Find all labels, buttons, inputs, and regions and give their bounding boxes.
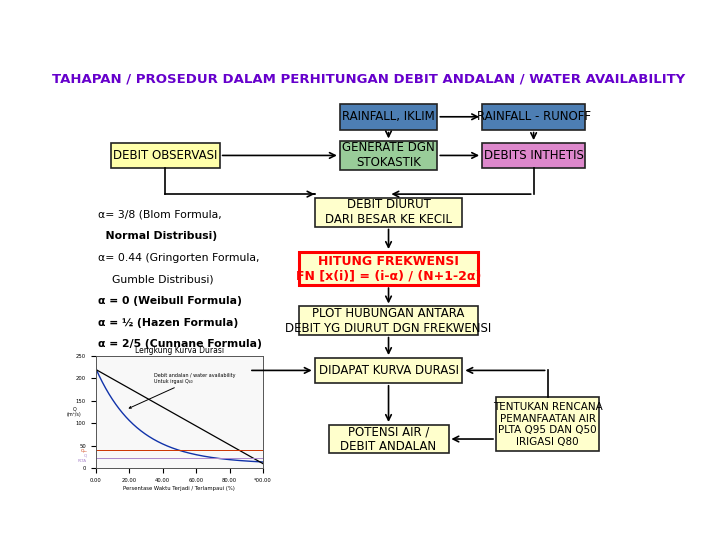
Text: TAHAPAN / PROSEDUR DALAM PERHITUNGAN DEBIT ANDALAN / WATER AVAILABILITY: TAHAPAN / PROSEDUR DALAM PERHITUNGAN DEB… (53, 73, 685, 86)
Text: DIDAPAT KURVA DURASI: DIDAPAT KURVA DURASI (318, 364, 459, 377)
Text: DEBIT DIURUT
DARI BESAR KE KECIL: DEBIT DIURUT DARI BESAR KE KECIL (325, 198, 452, 226)
FancyBboxPatch shape (300, 252, 478, 285)
Text: Gumble Distribusi): Gumble Distribusi) (99, 274, 214, 285)
FancyBboxPatch shape (496, 397, 599, 451)
Text: DEBITS INTHETIS: DEBITS INTHETIS (484, 149, 583, 162)
Text: PLOT HUBUNGAN ANTARA
DEBIT YG DIURUT DGN FREKWENSI: PLOT HUBUNGAN ANTARA DEBIT YG DIURUT DGN… (285, 307, 492, 334)
Text: RAINFALL, IKLIM: RAINFALL, IKLIM (342, 110, 435, 123)
Text: TENTUKAN RENCANA
PEMANFAATAN AIR
PLTA Q95 DAN Q50
IRIGASI Q80: TENTUKAN RENCANA PEMANFAATAN AIR PLTA Q9… (492, 402, 603, 447)
FancyBboxPatch shape (482, 104, 585, 130)
FancyBboxPatch shape (340, 104, 437, 130)
Text: GENERATE DGN
STOKASTIK: GENERATE DGN STOKASTIK (342, 141, 435, 170)
FancyBboxPatch shape (300, 306, 478, 335)
Text: α = ½ (Hazen Formula): α = ½ (Hazen Formula) (99, 318, 238, 328)
FancyBboxPatch shape (315, 198, 462, 227)
Text: α= 3/8 (Blom Formula,: α= 3/8 (Blom Formula, (99, 210, 222, 219)
Text: α= 0.44 (Gringorten Formula,: α= 0.44 (Gringorten Formula, (99, 253, 260, 263)
Text: HITUNG FREKWENSI
FN [x(i)] = (i-α) / (N+1-2α): HITUNG FREKWENSI FN [x(i)] = (i-α) / (N+… (296, 254, 481, 282)
FancyBboxPatch shape (111, 143, 220, 168)
Text: POTENSI AIR /
DEBIT ANDALAN: POTENSI AIR / DEBIT ANDALAN (341, 425, 436, 453)
Text: RAINFALL - RUNOFF: RAINFALL - RUNOFF (477, 110, 590, 123)
FancyBboxPatch shape (315, 358, 462, 383)
FancyBboxPatch shape (482, 143, 585, 168)
Text: α = 2/5 (Cunnane Formula): α = 2/5 (Cunnane Formula) (99, 339, 262, 349)
Text: α = 0 (Weibull Formula): α = 0 (Weibull Formula) (99, 296, 242, 306)
FancyBboxPatch shape (328, 425, 449, 453)
Text: DEBIT OBSERVASI: DEBIT OBSERVASI (113, 149, 217, 162)
Text: Normal Distribusi): Normal Distribusi) (99, 231, 217, 241)
FancyBboxPatch shape (340, 141, 437, 170)
